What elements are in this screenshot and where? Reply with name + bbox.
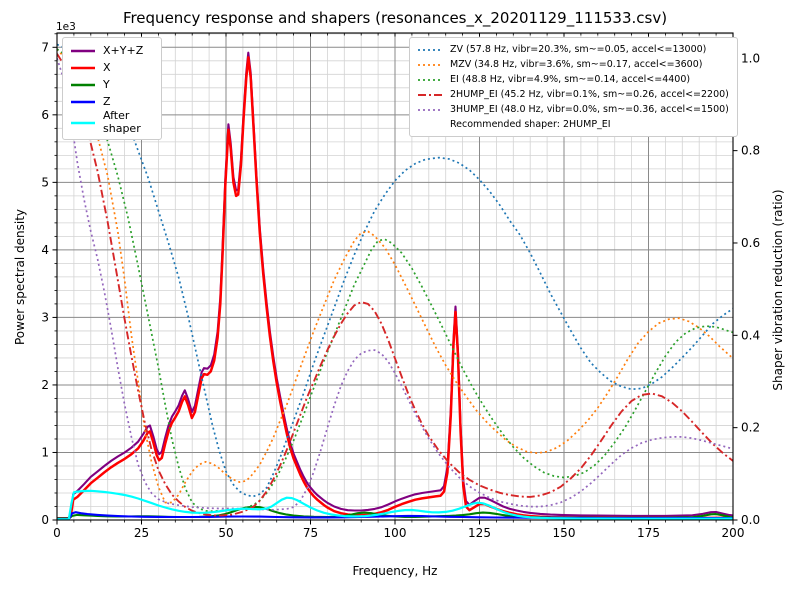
line-swatch-xyz-icon: [71, 49, 95, 52]
line-swatch-zv-icon: [418, 48, 442, 51]
recommended-shaper-note: Recommended shaper: 2HUMP_EI: [450, 119, 611, 130]
x-tick-label: 0: [53, 526, 61, 540]
legend-entry-2hump-ei: 2HUMP_EI (45.2 Hz, vibr=0.1%, sm~=0.26, …: [417, 87, 729, 102]
legend-label: X+Y+Z: [103, 44, 144, 57]
line-swatch-mzv-icon: [418, 63, 442, 66]
legend-entry-after-shaper: After shaper: [70, 109, 153, 135]
legend-psd: X+Y+Z X Y Z After shaper: [62, 37, 162, 141]
x-tick-label: 100: [384, 526, 407, 540]
legend-label: X: [103, 61, 111, 74]
y-right-tick-label: 0.8: [741, 144, 760, 158]
legend-entry-ei: EI (48.8 Hz, vibr=4.9%, sm~=0.14, accel<…: [417, 72, 729, 87]
y-left-tick-label: 4: [41, 243, 49, 257]
x-tick-label: 200: [722, 526, 745, 540]
y-left-tick-label: 6: [41, 108, 49, 122]
y-left-tick-label: 7: [41, 40, 49, 54]
y-left-tick-label: 0: [41, 513, 49, 527]
y-left-tick-label: 3: [41, 310, 49, 324]
y-axis-right-label: Shaper vibration reduction (ratio): [771, 189, 785, 391]
y-left-tick-label: 1: [41, 445, 49, 459]
legend-label: ZV (57.8 Hz, vibr=20.3%, sm~=0.05, accel…: [450, 44, 707, 55]
legend-label: MZV (34.8 Hz, vibr=3.6%, sm~=0.17, accel…: [450, 59, 703, 70]
legend-label: EI (48.8 Hz, vibr=4.9%, sm~=0.14, accel<…: [450, 74, 691, 85]
line-swatch-after-shaper-icon: [71, 121, 95, 124]
legend-entry-mzv: MZV (34.8 Hz, vibr=3.6%, sm~=0.17, accel…: [417, 57, 729, 72]
line-swatch-3hump-ei-icon: [418, 108, 442, 111]
y-right-tick-label: 0.0: [741, 513, 760, 527]
legend-label: 2HUMP_EI (45.2 Hz, vibr=0.1%, sm~=0.26, …: [450, 89, 729, 100]
x-tick-label: 175: [637, 526, 660, 540]
y-left-tick-label: 2: [41, 378, 49, 392]
x-tick-label: 150: [553, 526, 576, 540]
x-axis-label: Frequency, Hz: [352, 564, 438, 578]
chart-title: Frequency response and shapers (resonanc…: [122, 9, 668, 27]
legend-entry-zv: ZV (57.8 Hz, vibr=20.3%, sm~=0.05, accel…: [417, 42, 729, 57]
x-tick-label: 125: [468, 526, 491, 540]
legend-label: Z: [103, 95, 111, 108]
line-swatch-ei-icon: [418, 78, 442, 81]
line-swatch-2hump-ei-icon: [418, 93, 442, 96]
legend-entry-x: X: [70, 59, 153, 76]
legend-entry-y: Y: [70, 76, 153, 93]
y-axis-left-label: Power spectral density: [13, 208, 27, 346]
line-swatch-x-icon: [71, 66, 95, 69]
legend-entry-3hump-ei: 3HUMP_EI (48.0 Hz, vibr=0.0%, sm~=0.36, …: [417, 102, 729, 117]
y-axis-multiplier: 1e3: [56, 21, 76, 33]
y-right-tick-label: 0.4: [741, 328, 760, 342]
legend-label: Y: [103, 78, 110, 91]
y-right-tick-label: 0.2: [741, 421, 760, 435]
y-right-tick-label: 1.0: [741, 51, 760, 65]
legend-entry-xyz: X+Y+Z: [70, 42, 153, 59]
legend-label: After shaper: [103, 109, 141, 135]
legend-entry-z: Z: [70, 93, 153, 110]
legend-label: 3HUMP_EI (48.0 Hz, vibr=0.0%, sm~=0.36, …: [450, 104, 729, 115]
line-swatch-y-icon: [71, 83, 95, 86]
x-tick-label: 75: [303, 526, 318, 540]
y-right-tick-label: 0.6: [741, 236, 760, 250]
line-swatch-z-icon: [71, 100, 95, 103]
legend-shapers: ZV (57.8 Hz, vibr=20.3%, sm~=0.05, accel…: [409, 37, 738, 137]
x-tick-label: 25: [134, 526, 149, 540]
x-tick-label: 50: [218, 526, 233, 540]
y-left-tick-label: 5: [41, 175, 49, 189]
